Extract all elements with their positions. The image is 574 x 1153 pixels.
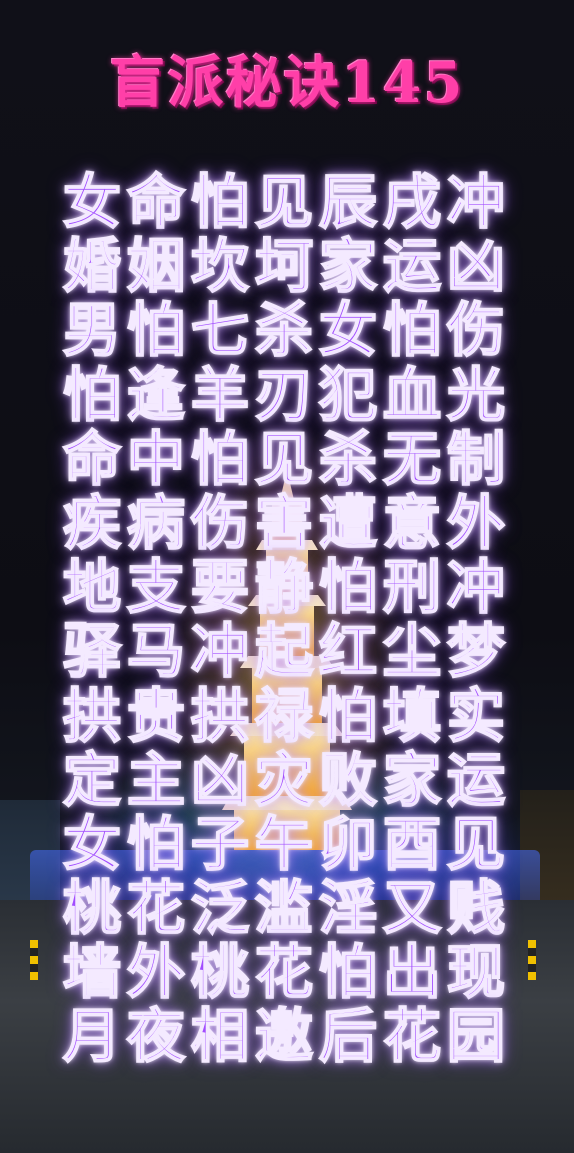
- poem-line: 拱贵拱禄怕填实: [62, 681, 511, 750]
- poem-line: 桃花泛滥淫又贱: [62, 874, 511, 943]
- poem-line: 疾病伤害遭意外: [62, 488, 511, 557]
- poem-line: 婚姻坎坷家运凶: [62, 232, 511, 301]
- poem-line: 男怕七杀女怕伤: [62, 296, 511, 365]
- poem-line: 地支要静怕刑冲: [62, 553, 511, 622]
- poem-line: 怕逢羊刃犯血光: [62, 360, 511, 429]
- poem-line: 命中怕见杀无制: [62, 424, 511, 493]
- traffic-post: [30, 940, 38, 980]
- pagoda-illustration: [222, 470, 352, 850]
- poem-line: 月夜相邀后花园: [62, 1002, 511, 1071]
- poem-line: 墙外桃花怕出现: [62, 938, 511, 1007]
- traffic-post: [528, 940, 536, 980]
- poem-line: 定主凶灾败家运: [62, 745, 511, 814]
- road-ground: [0, 900, 574, 1153]
- poem-line: 女命怕见辰戌冲: [62, 168, 511, 236]
- poem-text: 女命怕见辰戌冲 婚姻坎坷家运凶 男怕七杀女怕伤 怕逢羊刃犯血光 命中怕见杀无制 …: [0, 168, 574, 1071]
- page-title: 盲派秘诀145: [109, 50, 465, 116]
- poem-line: 女怕子午卯酉见: [62, 809, 511, 878]
- poem-line: 驿马冲起红尘梦: [62, 617, 511, 686]
